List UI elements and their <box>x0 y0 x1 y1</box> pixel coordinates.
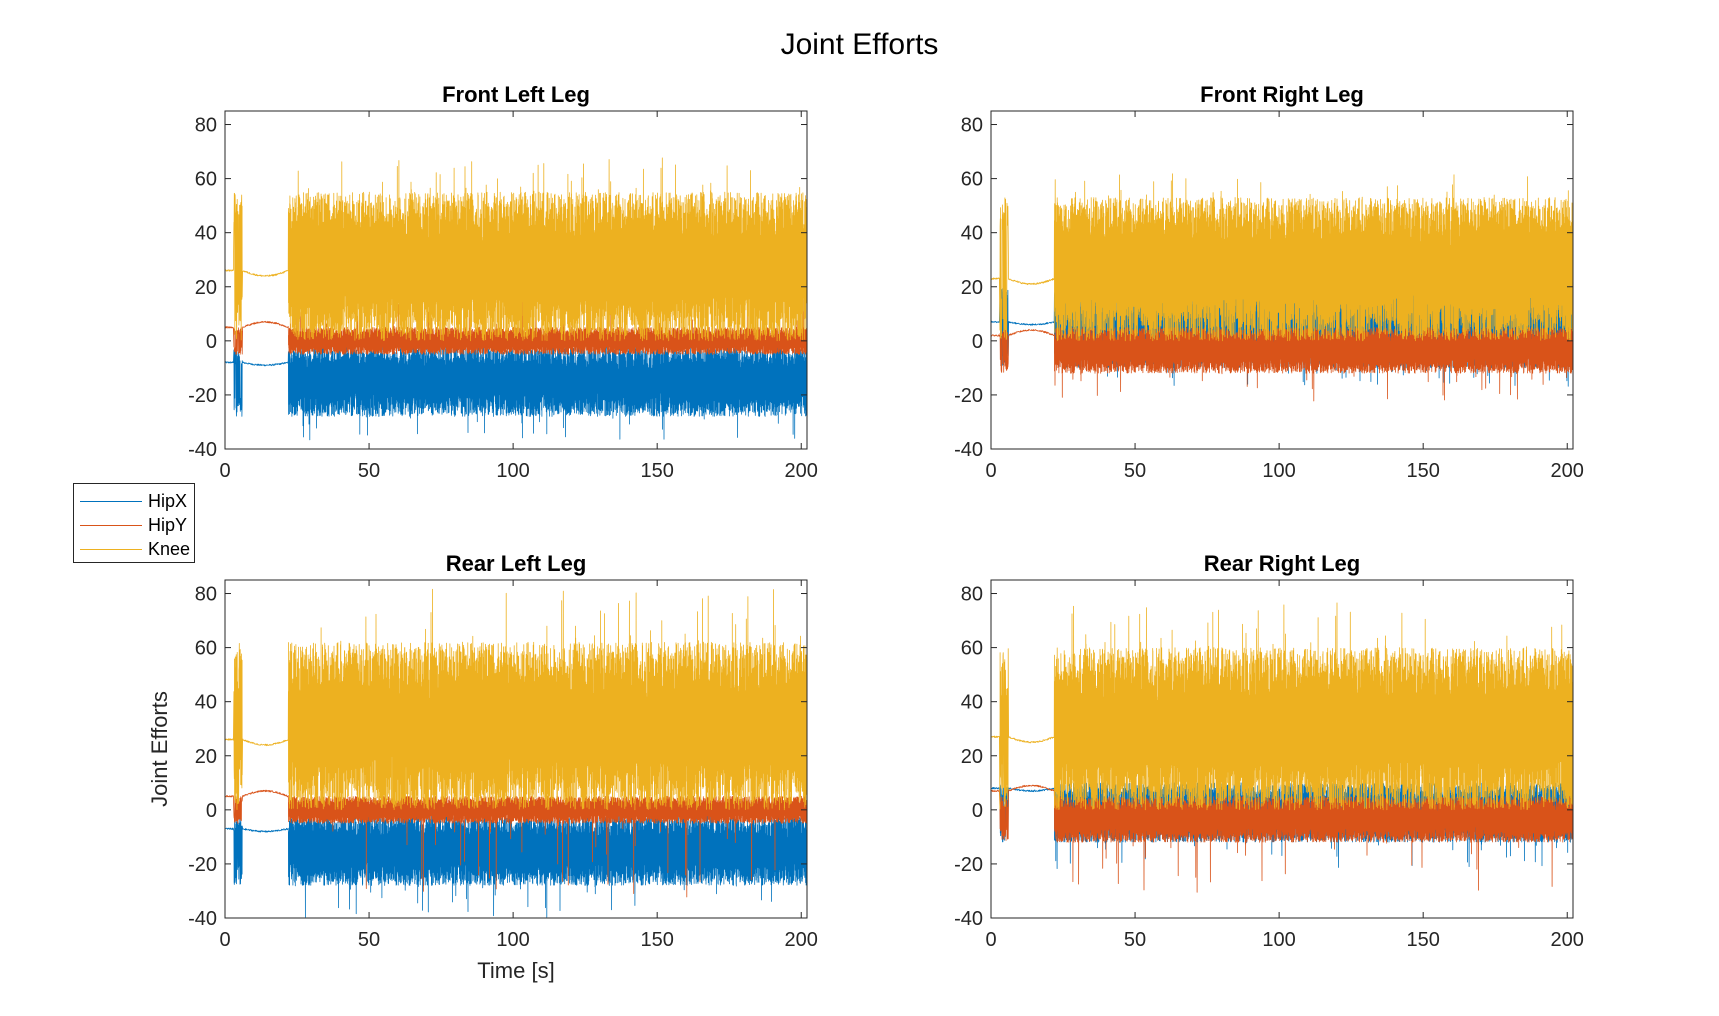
y-tick-label: 20 <box>195 746 217 768</box>
legend-swatch-hipx <box>80 501 142 502</box>
y-tick-label: 40 <box>961 223 983 245</box>
series-line-knee <box>225 588 807 811</box>
x-tick-label: 200 <box>785 929 818 951</box>
x-tick-label: 200 <box>1551 460 1584 482</box>
subplot-2: 0 50 100 150 200 -40 -20 0 20 40 60 80 Front Right L… <box>954 82 1584 482</box>
y-tick-label: 60 <box>961 638 983 660</box>
x-tick-label: 150 <box>1406 929 1439 951</box>
axes-box <box>990 579 1574 919</box>
axes-box <box>990 110 1574 450</box>
legend-entry-knee: Knee <box>74 538 194 562</box>
x-tick-label: 0 <box>219 929 230 951</box>
subplot-title: Front Left Leg <box>442 82 590 107</box>
series-line-knee <box>991 173 1573 342</box>
y-tick-label: 60 <box>195 638 217 660</box>
y-tick-label: -40 <box>188 908 217 930</box>
figure-title: Joint Efforts <box>780 28 939 61</box>
x-tick-label: 150 <box>640 460 673 482</box>
axes-box <box>224 110 808 450</box>
subplot-1: 0 50 100 150 200 -40 -20 0 20 40 60 80 Front Left Le… <box>188 82 818 482</box>
subplot-4: 0 50 100 150 200 -40 -20 0 20 40 60 80 Rear Right Le… <box>954 551 1584 951</box>
x-tick-label: 50 <box>358 929 380 951</box>
y-tick-label: 20 <box>961 277 983 299</box>
series-line-hipx <box>225 345 807 441</box>
subplot-title: Rear Left Leg <box>446 551 587 576</box>
legend-entry-hipy: HipY <box>74 514 194 538</box>
x-tick-label: 100 <box>496 460 529 482</box>
y-tick-label: -40 <box>954 439 983 461</box>
series-line-knee <box>225 157 807 342</box>
x-tick-label: 50 <box>358 460 380 482</box>
y-tick-label: 40 <box>195 223 217 245</box>
y-tick-label: 0 <box>206 331 217 353</box>
y-tick-label: -20 <box>188 854 217 876</box>
legend-swatch-hipy <box>80 525 142 526</box>
y-tick-label: 0 <box>206 800 217 822</box>
y-tick-label: 40 <box>961 692 983 714</box>
legend-swatch-knee <box>80 549 142 550</box>
legend-label-knee: Knee <box>148 539 191 559</box>
y-tick-label: 60 <box>195 169 217 191</box>
x-tick-label: 100 <box>1262 460 1295 482</box>
y-tick-label: -20 <box>954 385 983 407</box>
y-axis-label: Joint Efforts <box>147 691 172 807</box>
y-tick-label: 80 <box>195 584 217 606</box>
series-line-hipx <box>225 814 807 918</box>
x-axis-label: Time [s] <box>477 958 554 983</box>
y-tick-label: 80 <box>961 584 983 606</box>
legend: HipX HipY Knee <box>73 483 195 563</box>
x-tick-label: 100 <box>496 929 529 951</box>
x-tick-label: 0 <box>985 460 996 482</box>
x-tick-label: 50 <box>1124 929 1146 951</box>
x-tick-label: 150 <box>640 929 673 951</box>
y-tick-label: 80 <box>195 115 217 137</box>
x-tick-label: 0 <box>985 929 996 951</box>
legend-label-hipy: HipY <box>148 515 188 535</box>
y-tick-label: 0 <box>972 331 983 353</box>
x-tick-label: 200 <box>1551 929 1584 951</box>
x-tick-label: 0 <box>219 460 230 482</box>
x-tick-label: 100 <box>1262 929 1295 951</box>
y-tick-label: 20 <box>195 277 217 299</box>
x-tick-label: 200 <box>785 460 818 482</box>
y-tick-label: -40 <box>188 439 217 461</box>
legend-label-hipx: HipX <box>148 491 188 511</box>
axes-box <box>224 579 808 919</box>
x-tick-label: 50 <box>1124 460 1146 482</box>
y-tick-label: 60 <box>961 169 983 191</box>
y-tick-label: 40 <box>195 692 217 714</box>
y-tick-label: 80 <box>961 115 983 137</box>
y-tick-label: -20 <box>188 385 217 407</box>
y-tick-label: -20 <box>954 854 983 876</box>
y-tick-label: 20 <box>961 746 983 768</box>
subplot-title: Front Right Leg <box>1200 82 1364 107</box>
legend-entry-hipx: HipX <box>74 490 194 514</box>
subplot-3: 0 50 100 150 200 -40 -20 0 20 40 60 80 Rear Left Leg… <box>147 551 818 983</box>
x-tick-label: 150 <box>1406 460 1439 482</box>
subplot-title: Rear Right Leg <box>1204 551 1360 576</box>
y-tick-label: 0 <box>972 800 983 822</box>
series-line-knee <box>991 602 1573 811</box>
y-tick-label: -40 <box>954 908 983 930</box>
